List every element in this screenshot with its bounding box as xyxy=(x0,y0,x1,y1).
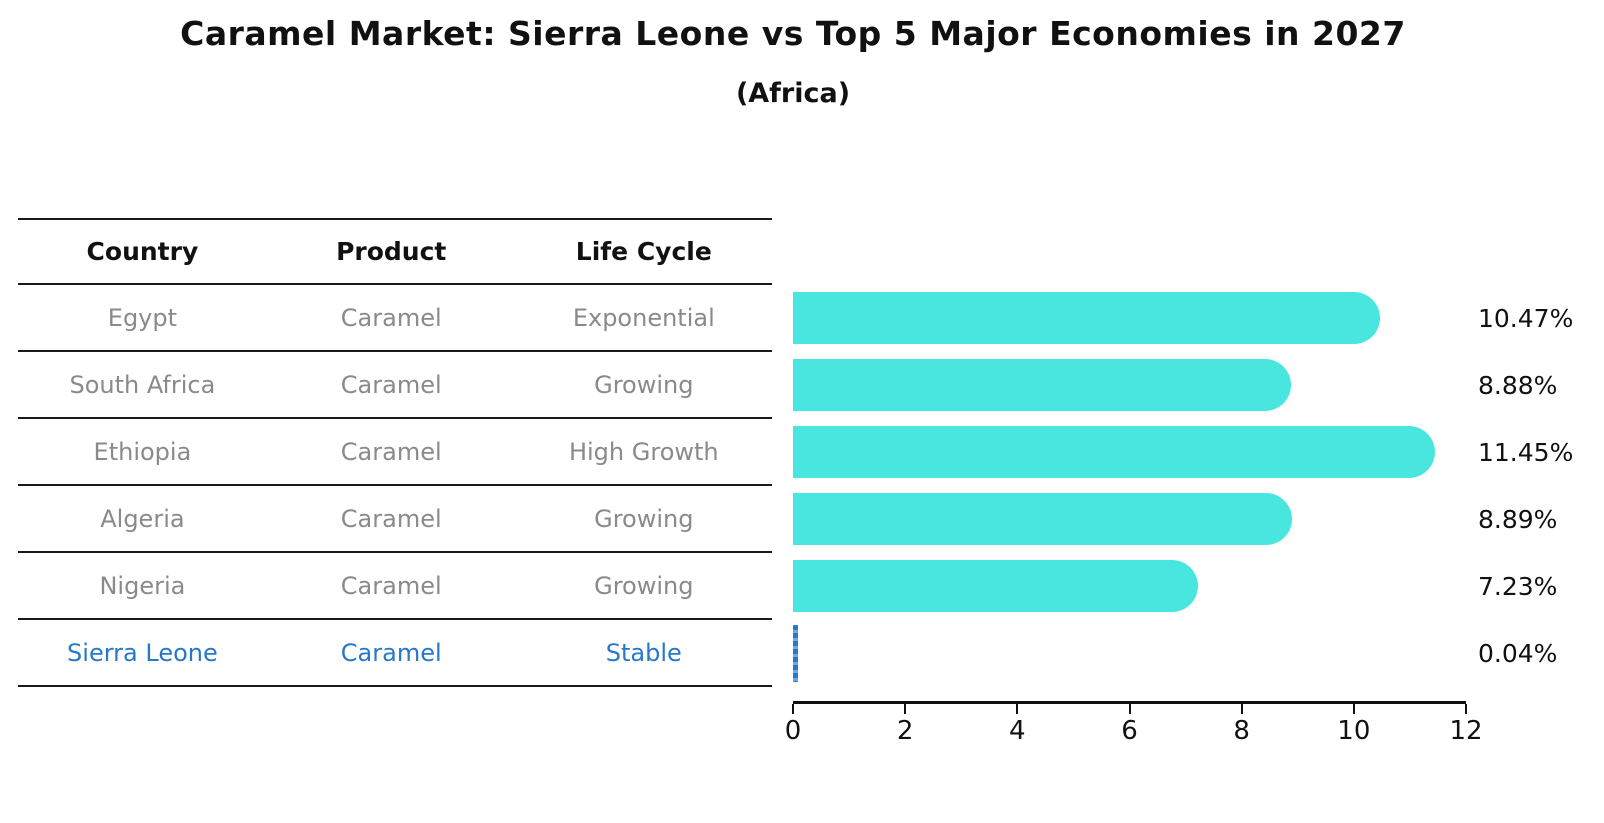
tick-label: 4 xyxy=(1009,716,1026,746)
product-cell: Caramel xyxy=(340,370,442,399)
col-header-product: Product xyxy=(336,237,447,266)
table-row-ethiopia: Ethiopia Caramel High Growth xyxy=(18,419,772,486)
tick-mark xyxy=(1352,704,1355,714)
tick-mark xyxy=(1465,704,1467,714)
col-header-country: Country xyxy=(86,237,199,266)
tick-label: 10 xyxy=(1337,716,1371,746)
value-label-egypt: 10.47% xyxy=(1478,304,1574,333)
bar-row xyxy=(793,553,1466,620)
bar-egypt xyxy=(793,292,1381,344)
bar-sierra-leone xyxy=(793,625,798,682)
bar-chart xyxy=(793,285,1466,687)
product-cell: Caramel xyxy=(340,303,442,332)
lifecycle-cell: Growing xyxy=(594,504,694,533)
tick-mark xyxy=(792,704,794,714)
lifecycle-cell: Growing xyxy=(594,370,694,399)
table-row-south-africa: South Africa Caramel Growing xyxy=(18,352,772,419)
bar-row xyxy=(793,285,1466,352)
country-cell: Sierra Leone xyxy=(67,638,218,667)
value-label-algeria: 8.89% xyxy=(1478,505,1558,534)
table-row-algeria: Algeria Caramel Growing xyxy=(18,486,772,553)
tick-label: 2 xyxy=(896,716,914,746)
value-label-ethiopia: 11.45% xyxy=(1478,438,1574,467)
country-cell: Ethiopia xyxy=(93,437,192,466)
value-label-nigeria: 7.23% xyxy=(1478,572,1558,601)
tick-mark xyxy=(1016,704,1019,714)
value-label-south-africa: 8.88% xyxy=(1478,371,1558,400)
country-cell: Nigeria xyxy=(99,571,186,600)
lifecycle-cell: Growing xyxy=(594,571,694,600)
bar-south-africa xyxy=(793,359,1292,411)
chart-title: Caramel Market: Sierra Leone vs Top 5 Ma… xyxy=(180,14,1406,53)
x-axis: 0 2 4 6 8 10 12 xyxy=(785,701,1483,751)
bar-nigeria xyxy=(793,560,1199,612)
bar-row xyxy=(793,419,1466,486)
bar-row xyxy=(793,620,1466,687)
product-cell: Caramel xyxy=(340,571,442,600)
tick-label: 0 xyxy=(784,716,802,746)
bar-algeria xyxy=(793,493,1292,545)
tick-mark xyxy=(1128,704,1131,714)
country-cell: South Africa xyxy=(69,370,216,399)
lifecycle-cell: Stable xyxy=(605,638,682,667)
product-cell: Caramel xyxy=(340,638,442,667)
bar-row xyxy=(793,486,1466,553)
product-cell: Caramel xyxy=(340,504,442,533)
x-axis-line xyxy=(793,701,1466,704)
tick-mark xyxy=(904,704,907,714)
country-table: Country Product Life Cycle Egypt Caramel… xyxy=(18,218,772,687)
table-row-sierra-leone: Sierra Leone Caramel Stable xyxy=(18,620,772,687)
col-header-lifecycle: Life Cycle xyxy=(575,237,712,266)
country-cell: Algeria xyxy=(100,504,185,533)
lifecycle-cell: High Growth xyxy=(568,437,719,466)
table-row-egypt: Egypt Caramel Exponential xyxy=(18,285,772,352)
table-header-row: Country Product Life Cycle xyxy=(18,218,772,285)
chart-subtitle: (Africa) xyxy=(735,78,851,109)
tick-label: 6 xyxy=(1121,716,1138,746)
table-row-nigeria: Nigeria Caramel Growing xyxy=(18,553,772,620)
tick-mark xyxy=(1240,704,1243,714)
product-cell: Caramel xyxy=(340,437,442,466)
tick-label: 8 xyxy=(1233,716,1250,746)
lifecycle-cell: Exponential xyxy=(572,303,715,332)
value-labels: 10.47% 8.88% 11.45% 8.89% 7.23% 0.04% xyxy=(1478,285,1604,687)
bar-row xyxy=(793,352,1466,419)
country-cell: Egypt xyxy=(107,303,178,332)
value-label-sierra-leone: 0.04% xyxy=(1478,639,1558,668)
tick-label: 12 xyxy=(1449,716,1483,746)
bar-ethiopia xyxy=(793,426,1436,478)
